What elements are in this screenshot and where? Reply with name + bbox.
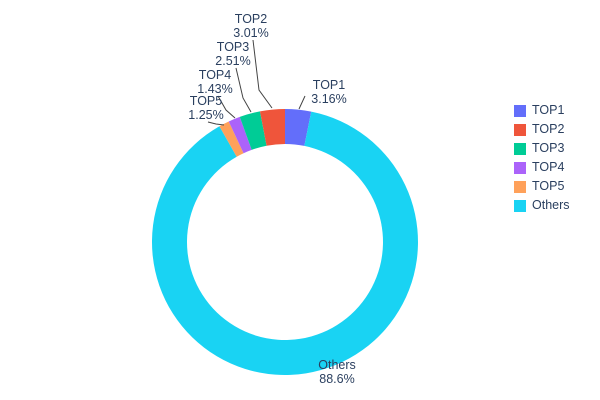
callout-value: 3.16% xyxy=(311,92,347,106)
leader-line-top2 xyxy=(252,39,273,109)
callout-top5: TOP5 1.25% xyxy=(188,94,223,122)
callout-top4: TOP4 1.43% xyxy=(197,68,232,96)
legend-item-top4[interactable]: TOP4 xyxy=(514,161,570,174)
legend-swatch-top4 xyxy=(514,161,526,174)
callout-label: TOP5 xyxy=(189,94,223,108)
callout-label: TOP4 xyxy=(198,68,232,82)
legend-swatch-top3 xyxy=(514,142,526,155)
slice-top4[interactable] xyxy=(228,116,252,154)
legend-item-top1[interactable]: TOP1 xyxy=(514,104,570,117)
callout-label: TOP3 xyxy=(216,40,250,54)
legend-label: TOP4 xyxy=(532,160,565,174)
callout-others: Others 88.6% xyxy=(318,358,356,386)
legend-label: TOP3 xyxy=(532,141,565,155)
callout-label: Others xyxy=(318,358,356,372)
legend-swatch-top2 xyxy=(514,123,526,136)
legend-label: TOP1 xyxy=(532,103,565,117)
callout-top2: TOP2 3.01% xyxy=(233,12,268,40)
callout-label: TOP1 xyxy=(312,78,346,92)
callout-value: 3.01% xyxy=(233,26,269,40)
legend-item-top2[interactable]: TOP2 xyxy=(514,123,570,136)
slice-top2[interactable] xyxy=(259,109,285,146)
callout-top3: TOP3 2.51% xyxy=(215,40,250,68)
legend-swatch-top5 xyxy=(514,180,526,193)
legend: TOP1 TOP2 TOP3 TOP4 TOP5 Others xyxy=(514,104,570,212)
slice-top3[interactable] xyxy=(239,111,267,150)
legend-swatch-top1 xyxy=(514,104,526,117)
legend-label: Others xyxy=(532,198,570,212)
callout-label: TOP2 xyxy=(234,12,268,26)
callout-value: 2.51% xyxy=(215,54,251,68)
legend-item-top5[interactable]: TOP5 xyxy=(514,180,570,193)
leader-line-top3 xyxy=(235,67,252,113)
callout-value: 1.25% xyxy=(188,108,224,122)
legend-label: TOP2 xyxy=(532,122,565,136)
slice-others[interactable] xyxy=(151,111,418,376)
leader-line-top4 xyxy=(217,95,236,119)
callout-value: 88.6% xyxy=(319,372,355,386)
slice-top5[interactable] xyxy=(219,121,244,157)
slice-top1[interactable] xyxy=(285,109,312,146)
callout-top1: TOP1 3.16% xyxy=(311,78,346,106)
legend-swatch-others xyxy=(514,199,526,212)
leader-line-top1 xyxy=(298,95,306,110)
callout-value: 1.43% xyxy=(197,82,233,96)
legend-item-top3[interactable]: TOP3 xyxy=(514,142,570,155)
legend-label: TOP5 xyxy=(532,179,565,193)
legend-item-others[interactable]: Others xyxy=(514,199,570,212)
leader-line-top5 xyxy=(207,121,225,126)
